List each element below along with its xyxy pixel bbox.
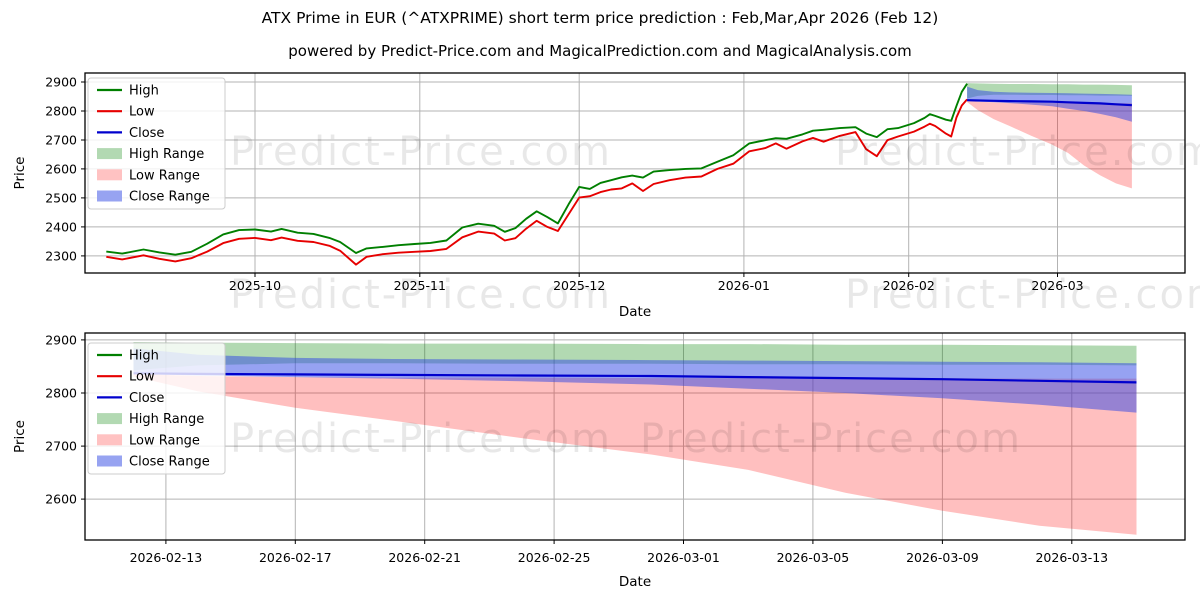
x-tick-label: 2025-10 bbox=[229, 278, 281, 293]
legend-swatch-low-range bbox=[97, 434, 122, 446]
legend-label-high-range: High Range bbox=[129, 147, 204, 162]
x-tick-label: 2026-02-13 bbox=[130, 550, 203, 565]
legend-label-close-range: Close Range bbox=[129, 455, 210, 470]
legend-label-high: High bbox=[129, 349, 159, 364]
y-tick-label: 2300 bbox=[45, 248, 77, 263]
x-axis-label: Date bbox=[619, 304, 651, 320]
watermark-text: Predict-Price.com bbox=[230, 129, 612, 175]
legend-swatch-low-range bbox=[97, 169, 122, 181]
y-tick-label: 2800 bbox=[45, 104, 77, 119]
close-range-band bbox=[967, 86, 1132, 122]
x-tick-label: 2026-01 bbox=[718, 278, 770, 293]
x-tick-label: 2025-12 bbox=[553, 278, 605, 293]
legend-label-high-range: High Range bbox=[129, 412, 204, 427]
x-tick-label: 2026-02 bbox=[883, 278, 935, 293]
figure-subtitle: powered by Predict-Price.com and Magical… bbox=[288, 42, 912, 60]
low-range-band bbox=[967, 100, 1132, 189]
x-tick-label: 2025-11 bbox=[394, 278, 446, 293]
y-tick-label: 2500 bbox=[45, 190, 77, 205]
legend-label-low: Low bbox=[129, 370, 155, 385]
legend-label-close: Close bbox=[129, 391, 164, 406]
x-tick-label: 2026-02-17 bbox=[259, 550, 332, 565]
legend-label-low-range: Low Range bbox=[129, 168, 200, 183]
history-and-prediction-chart: Predict-Price.com Predict-Price.com Predic… bbox=[12, 72, 1200, 320]
legend-label-high: High bbox=[129, 84, 159, 99]
y-tick-label: 2900 bbox=[45, 75, 77, 90]
legend-label-low-range: Low Range bbox=[129, 433, 200, 448]
x-tick-label: 2026-02-21 bbox=[388, 550, 461, 565]
x-axis-label: Date bbox=[619, 574, 651, 590]
x-tick-label: 2026-03-13 bbox=[1035, 550, 1108, 565]
legend: High Low Close High Range Low Range Close Ran… bbox=[87, 342, 226, 475]
x-tick-label: 2026-02-25 bbox=[518, 550, 591, 565]
watermark-text: Predict-Price.com bbox=[640, 416, 1022, 462]
prediction-detail-chart: Predict-Price.com Predict-Price.com 2026-0… bbox=[12, 332, 1186, 590]
watermark-text: Predict-Price.com bbox=[230, 272, 612, 318]
x-tick-label: 2026-03-05 bbox=[777, 550, 850, 565]
close-line bbox=[133, 372, 1137, 384]
y-tick-label: 2900 bbox=[45, 332, 77, 347]
y-tick-label: 2600 bbox=[45, 492, 77, 507]
legend-label-close-range: Close Range bbox=[129, 190, 210, 205]
watermark-text: Predict-Price.com bbox=[230, 416, 612, 462]
x-tick-label: 2026-03-09 bbox=[906, 550, 979, 565]
x-tick-label: 2026-03-01 bbox=[647, 550, 720, 565]
y-tick-label: 2800 bbox=[45, 386, 77, 401]
legend-swatch-high-range bbox=[97, 413, 122, 425]
legend: High Low Close High Range Low Range Close Ran… bbox=[87, 77, 226, 210]
y-tick-label: 2400 bbox=[45, 219, 77, 234]
legend-swatch-high-range bbox=[97, 148, 122, 160]
legend-label-close: Close bbox=[129, 126, 164, 141]
close-line bbox=[967, 99, 1132, 107]
watermark-text: Predict-Price.com bbox=[835, 129, 1200, 175]
close-range-band bbox=[133, 348, 1137, 413]
plot-frame bbox=[84, 72, 1186, 274]
y-tick-label: 2700 bbox=[45, 439, 77, 454]
low-line bbox=[106, 98, 968, 266]
legend-label-low: Low bbox=[129, 105, 155, 120]
gridlines bbox=[85, 73, 1185, 273]
low-range-band bbox=[133, 373, 1137, 535]
x-tick-label: 2026-03 bbox=[1031, 278, 1083, 293]
legend-swatch-close-range bbox=[97, 190, 122, 202]
y-axis-label: Price bbox=[12, 157, 28, 190]
legend-swatch-close-range bbox=[97, 455, 122, 467]
high-line bbox=[106, 83, 968, 256]
y-tick-label: 2700 bbox=[45, 133, 77, 148]
plot-frame bbox=[84, 332, 1186, 541]
figure-title: ATX Prime in EUR (^ATXPRIME) short term … bbox=[261, 9, 939, 27]
y-axis-label: Price bbox=[12, 420, 28, 453]
y-tick-label: 2600 bbox=[45, 161, 77, 176]
watermark-text: Predict-Price.com bbox=[845, 272, 1200, 318]
